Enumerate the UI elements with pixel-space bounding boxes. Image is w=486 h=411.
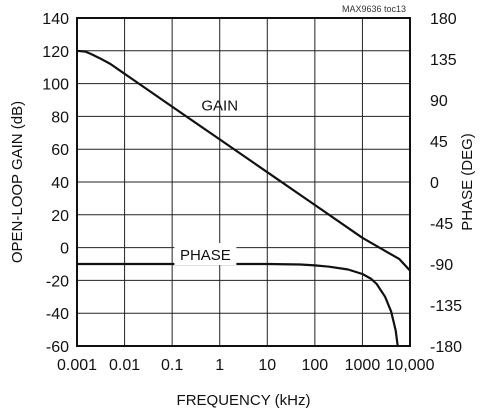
x-tick-label: 100 <box>302 357 329 374</box>
y-right-tick-label: 45 <box>430 134 448 151</box>
series-line-phase <box>77 262 399 346</box>
y-right-tick-label: -180 <box>430 339 462 356</box>
y-right-tick-label: -45 <box>430 216 453 233</box>
y-left-tick-label: 0 <box>60 241 69 258</box>
series-line-gain <box>76 49 411 272</box>
x-tick-label: 10,000 <box>386 357 435 374</box>
y-right-tick-label: -90 <box>430 257 453 274</box>
x-tick-label: 0.1 <box>161 357 183 374</box>
y-left-tick-label: 120 <box>42 44 69 61</box>
series-layer <box>76 49 411 346</box>
grid <box>76 17 411 347</box>
y-left-tick-label: 40 <box>51 175 69 192</box>
y-axis-left-title: OPEN-LOOP GAIN (dB) <box>9 101 26 263</box>
y-left-tick-label: 100 <box>42 77 69 94</box>
y-left-tick-label: 60 <box>51 142 69 159</box>
y-right-tick-label: 180 <box>430 11 457 28</box>
source-label: MAX9636 toc13 <box>342 4 406 14</box>
tick-labels: 0.001 0.01 0.1 1 10 100 1000 10,000 140 120 100 80 6… <box>42 11 462 374</box>
y-right-tick-label: 135 <box>430 52 457 69</box>
phase-label-background <box>174 243 237 265</box>
y-left-tick-label: 140 <box>42 11 69 28</box>
y-left-tick-label: -20 <box>46 273 69 290</box>
x-tick-label: 10 <box>258 357 276 374</box>
x-tick-label: 1000 <box>345 357 381 374</box>
x-tick-label: 0.001 <box>57 357 97 374</box>
gain-series-label: GAIN <box>201 98 238 115</box>
phase-series-label: PHASE <box>180 247 231 264</box>
y-left-tick-label: -60 <box>46 339 69 356</box>
plot-area-frame <box>76 17 411 347</box>
y-right-tick-label: 0 <box>430 175 439 192</box>
y-left-tick-label: 20 <box>51 208 69 225</box>
y-right-tick-label: -135 <box>430 298 462 315</box>
y-axis-right-title: PHASE (DEG) <box>459 133 476 231</box>
y-left-tick-label: 80 <box>51 109 69 126</box>
x-tick-label: 1 <box>215 357 224 374</box>
y-left-tick-label: -40 <box>46 306 69 323</box>
x-tick-label: 0.01 <box>109 357 140 374</box>
y-right-tick-label: 90 <box>430 93 448 110</box>
x-axis-title: FREQUENCY (kHz) <box>177 392 311 409</box>
